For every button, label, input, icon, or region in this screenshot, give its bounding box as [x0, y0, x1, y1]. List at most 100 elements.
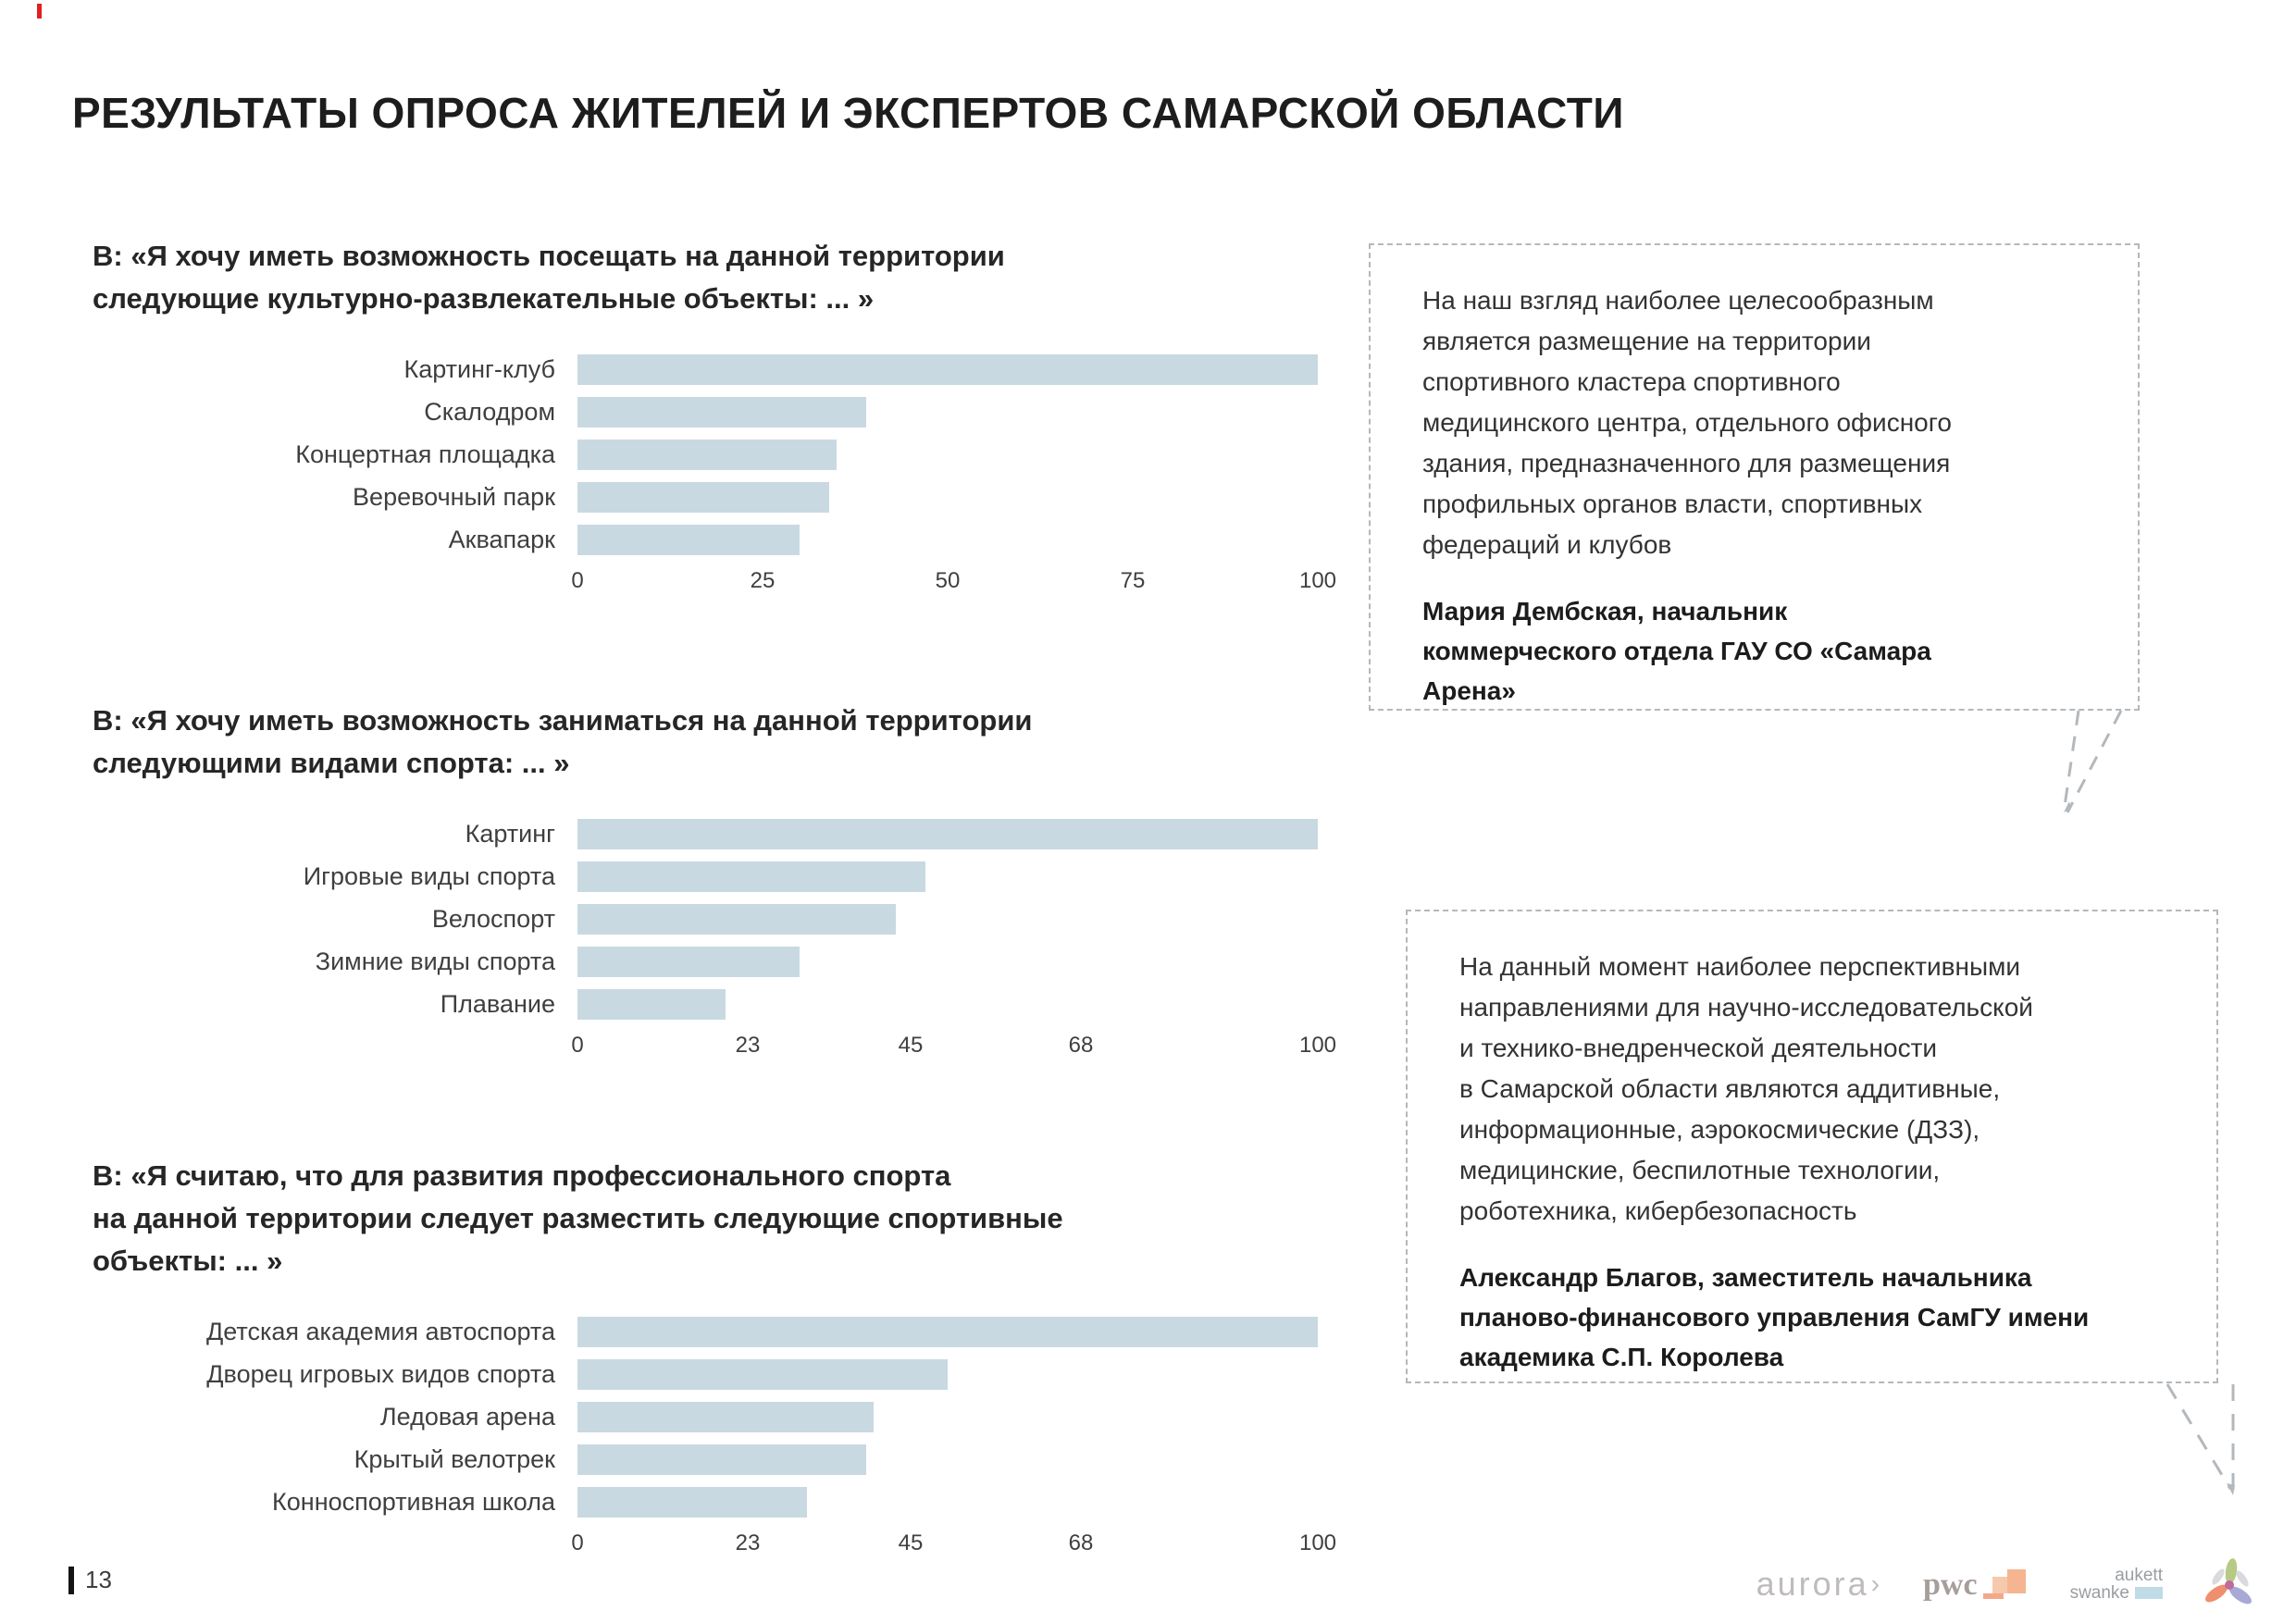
- bar-row: Крытый велотрек: [93, 1438, 1370, 1481]
- bar-track: [577, 1316, 1318, 1347]
- bar-fill: [577, 818, 1318, 849]
- bar-label: Картинг: [465, 819, 555, 848]
- bar-row: Картинг: [93, 812, 1370, 855]
- bar-label: Зимние виды спорта: [315, 947, 555, 975]
- axis-tick-label: 68: [1068, 1033, 1094, 1058]
- bar-row: Конноспортивная школа: [93, 1481, 1370, 1523]
- bar-track: [577, 1486, 1318, 1518]
- aurora-logo: aurora ›: [1756, 1565, 1882, 1604]
- quote-box-blagov: На данный момент наиболее перспективными…: [1406, 910, 2218, 1383]
- page-number-bar: [68, 1566, 74, 1594]
- aukett-swanke-logo: aukett swanke: [2070, 1567, 2163, 1602]
- bar-row: Дворец игровых видов спорта: [93, 1353, 1370, 1395]
- axis-tick-label: 100: [1298, 1530, 1337, 1555]
- bar-fill: [577, 988, 726, 1020]
- bar-label: Скалодром: [424, 397, 555, 426]
- quote-text: На данный момент наиболее перспективными…: [1459, 952, 2033, 1225]
- axis-tick-label: 75: [1120, 568, 1146, 593]
- chart-block-sports-activities: В: «Я хочу иметь возможность заниматься …: [93, 700, 1370, 1062]
- axis-tick-label: 0: [571, 1530, 584, 1555]
- bar-fill: [577, 439, 837, 470]
- bar-label: Детская академия автоспорта: [206, 1317, 555, 1345]
- bar-row: Картинг-клуб: [93, 348, 1370, 390]
- axis-tick-label: 23: [735, 1530, 761, 1555]
- footer-logos: aurora › pwc aukett swanke: [1756, 1558, 2252, 1610]
- axis-tick-label: 68: [1068, 1530, 1094, 1555]
- bar-label: Плавание: [440, 989, 555, 1018]
- quote-box-dembskaya: На наш взгляд наиболее целесообразным яв…: [1369, 243, 2140, 711]
- bar-label: Аквапарк: [448, 525, 555, 553]
- bar-label: Дворец игровых видов спорта: [206, 1359, 555, 1388]
- bar-track: [577, 353, 1318, 385]
- flower-logo-icon: [2205, 1558, 2252, 1604]
- bar-row: Веревочный парк: [93, 476, 1370, 518]
- bar-track: [577, 946, 1318, 977]
- bar-label: Концертная площадка: [295, 440, 555, 468]
- bar-fill: [577, 1401, 874, 1432]
- bar-track: [577, 1443, 1318, 1475]
- bar-row: Аквапарк: [93, 518, 1370, 561]
- bar-row: Детская академия автоспорта: [93, 1310, 1370, 1353]
- bar-label: Конноспортивная школа: [272, 1487, 555, 1516]
- bar-fill: [577, 1443, 866, 1475]
- bar-track: [577, 861, 1318, 892]
- bar-chart-pro-sport-objects: Детская академия автоспорта Дворец игровы…: [93, 1310, 1370, 1523]
- bar-fill: [577, 353, 1318, 385]
- bar-fill: [577, 524, 800, 555]
- chart-question-2: В: «Я хочу иметь возможность заниматься …: [93, 704, 1033, 779]
- bar-row: Плавание: [93, 983, 1370, 1025]
- bar-fill: [577, 396, 866, 427]
- aukett-logo-line1: aukett: [2115, 1566, 2163, 1585]
- bar-fill: [577, 946, 800, 977]
- bar-track: [577, 1401, 1318, 1432]
- axis-tick-label: 0: [571, 568, 584, 593]
- bar-row: Зимние виды спорта: [93, 940, 1370, 983]
- aukett-blue-block-icon: [2135, 1587, 2163, 1599]
- pwc-blocks-icon: [1982, 1569, 2026, 1599]
- quote-author: Александр Благов, заместитель начальника…: [1459, 1263, 2090, 1371]
- axis-tick-label: 100: [1298, 568, 1337, 593]
- x-axis-2: 0 23 45 68 100: [571, 1025, 1336, 1062]
- quote-tail-icon: [2062, 710, 2123, 813]
- bar-row: Скалодром: [93, 390, 1370, 433]
- aukett-logo-line2-text: swanke: [2069, 1583, 2129, 1603]
- aurora-arrow-icon: ›: [1870, 1569, 1883, 1598]
- axis-tick-label: 25: [750, 568, 776, 593]
- axis-tick-label: 23: [735, 1033, 761, 1058]
- bar-label: Велоспорт: [431, 904, 555, 933]
- page-title: РЕЗУЛЬТАТЫ ОПРОСА ЖИТЕЛЕЙ И ЭКСПЕРТОВ СА…: [72, 88, 1624, 137]
- chart-block-pro-sport-objects: В: «Я считаю, что для развития профессио…: [93, 1155, 1370, 1560]
- axis-tick-label: 50: [935, 568, 961, 593]
- bar-track: [577, 524, 1318, 555]
- bar-fill: [577, 481, 829, 513]
- bar-row: Велоспорт: [93, 898, 1370, 940]
- bar-track: [577, 439, 1318, 470]
- page-number-value: 13: [85, 1566, 112, 1593]
- chart-block-culture: В: «Я хочу иметь возможность посещать на…: [93, 235, 1370, 598]
- pwc-logo-text: pwc: [1923, 1567, 1978, 1602]
- quote-tail-icon: [2166, 1383, 2235, 1495]
- bar-fill: [577, 1358, 948, 1390]
- aurora-logo-text: aurora: [1756, 1565, 1869, 1603]
- bar-fill: [577, 861, 925, 892]
- axis-tick-label: 45: [898, 1530, 924, 1555]
- bar-track: [577, 396, 1318, 427]
- bar-track: [577, 481, 1318, 513]
- x-axis-1: 0 25 50 75 100: [571, 561, 1336, 598]
- quote-text: На наш взгляд наиболее целесообразным яв…: [1422, 286, 1952, 559]
- chart-question-1: В: «Я хочу иметь возможность посещать на…: [93, 240, 1005, 315]
- bar-row: Игровые виды спорта: [93, 855, 1370, 898]
- bar-row: Концертная площадка: [93, 433, 1370, 476]
- bar-track: [577, 988, 1318, 1020]
- bar-track: [577, 903, 1318, 935]
- bar-label: Веревочный парк: [353, 482, 555, 511]
- bar-chart-culture: Картинг-клуб Скалодром Концертная площадка…: [93, 348, 1370, 561]
- pwc-logo: pwc: [1923, 1566, 2029, 1603]
- bar-track: [577, 818, 1318, 849]
- bar-chart-sports-activities: Картинг Игровые виды спорта Велоспорт Зимни…: [93, 812, 1370, 1025]
- bar-fill: [577, 1486, 807, 1518]
- bar-fill: [577, 903, 896, 935]
- bar-label: Картинг-клуб: [403, 354, 555, 383]
- x-axis-3: 0 23 45 68 100: [571, 1523, 1336, 1560]
